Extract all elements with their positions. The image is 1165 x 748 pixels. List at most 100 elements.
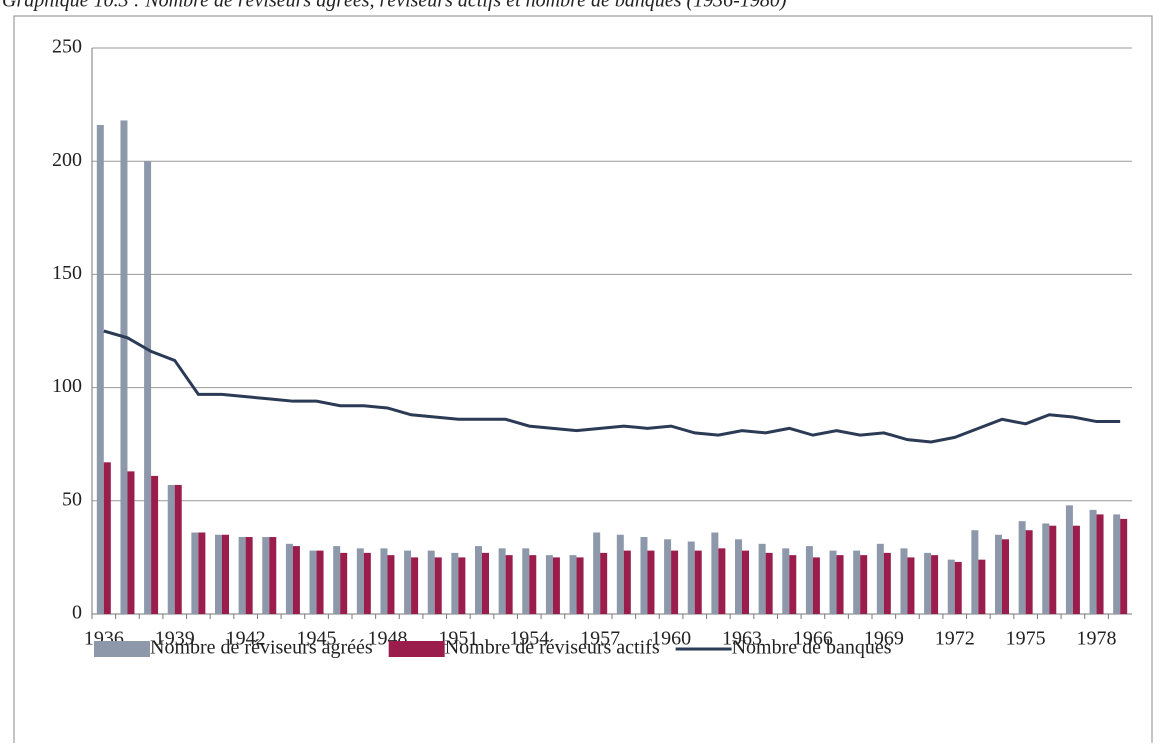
bar	[151, 475, 159, 614]
x-tick-label: 1963	[722, 628, 762, 650]
bar	[1018, 521, 1026, 614]
bar	[900, 548, 908, 614]
bar	[545, 555, 553, 614]
legend-label: Nombre de réviseurs agréés	[150, 637, 373, 659]
bar	[174, 484, 182, 614]
bar	[600, 552, 608, 614]
bar	[836, 555, 844, 614]
bar	[853, 550, 861, 614]
bar	[907, 557, 915, 614]
bar	[451, 552, 459, 614]
bar	[505, 555, 513, 614]
x-tick-label: 1957	[580, 628, 620, 650]
bar	[883, 552, 891, 614]
bar	[309, 550, 317, 614]
y-tick-label: 150	[52, 262, 82, 284]
bar	[742, 550, 749, 614]
bar	[718, 548, 726, 614]
legend-swatch	[388, 641, 445, 657]
bar	[380, 548, 388, 614]
bar	[765, 552, 773, 614]
bar	[758, 543, 766, 614]
bar	[640, 537, 648, 614]
x-tick-label: 1966	[793, 628, 833, 650]
bar	[262, 537, 270, 614]
bar	[245, 537, 253, 614]
bar	[978, 559, 986, 614]
bar	[789, 555, 797, 614]
bar	[623, 550, 631, 614]
bar	[363, 552, 371, 614]
x-tick-label: 1942	[226, 628, 266, 650]
bar	[687, 541, 695, 614]
bar	[427, 550, 435, 614]
y-tick-label: 50	[62, 488, 82, 510]
bar	[1096, 514, 1104, 614]
bar	[711, 532, 719, 614]
x-tick-label: 1972	[935, 628, 975, 650]
bar	[812, 557, 820, 614]
bar	[222, 534, 229, 614]
bar	[576, 557, 584, 614]
bar	[782, 548, 790, 614]
bar	[498, 548, 506, 614]
bar	[947, 559, 955, 614]
bar	[1120, 518, 1128, 614]
x-tick-label: 1945	[297, 628, 337, 650]
bar	[356, 548, 364, 614]
bar	[120, 120, 128, 614]
bar	[482, 552, 489, 614]
bar	[1025, 530, 1033, 614]
x-tick-label: 1969	[864, 628, 904, 650]
bar	[876, 543, 884, 614]
line	[103, 329, 1121, 444]
bar	[1042, 523, 1050, 614]
bar	[593, 532, 601, 614]
bar	[954, 561, 962, 614]
bar	[860, 555, 868, 614]
bar	[805, 546, 813, 614]
bar	[995, 534, 1002, 614]
bar	[552, 557, 560, 614]
bar	[340, 552, 348, 614]
legend-swatch	[94, 641, 150, 657]
bar	[671, 550, 679, 614]
x-tick-label: 1975	[1006, 628, 1046, 650]
bar	[694, 550, 702, 614]
x-tick-label: 1960	[651, 628, 691, 650]
bar	[167, 484, 175, 614]
y-tick-label: 0	[72, 602, 82, 624]
bar	[1065, 505, 1073, 614]
bar	[103, 462, 111, 614]
y-tick-label: 200	[52, 149, 82, 171]
bar	[1089, 509, 1097, 614]
bar	[529, 555, 537, 614]
bar	[664, 539, 672, 614]
bar	[285, 543, 293, 614]
legend-label: Nombre de banques	[732, 637, 892, 659]
bar	[292, 546, 300, 614]
y-tick-label: 250	[52, 36, 82, 58]
bar	[144, 161, 152, 614]
bar	[971, 530, 979, 614]
bar	[96, 124, 104, 614]
bar	[316, 550, 324, 614]
bar	[458, 557, 466, 614]
bar	[198, 532, 206, 614]
bar	[735, 539, 742, 614]
legend-label: Nombre de réviseurs actifs	[445, 637, 660, 659]
x-tick-label: 1978	[1077, 628, 1117, 650]
x-tick-label: 1954	[509, 628, 549, 650]
bar	[404, 550, 412, 614]
bar	[333, 546, 341, 614]
bar	[1113, 514, 1121, 614]
bar	[434, 557, 442, 614]
bar	[931, 555, 939, 614]
bar	[387, 555, 395, 614]
bar	[127, 471, 135, 614]
bar	[647, 550, 655, 614]
bar	[522, 548, 530, 614]
bar	[1049, 525, 1057, 614]
bar	[475, 546, 482, 614]
